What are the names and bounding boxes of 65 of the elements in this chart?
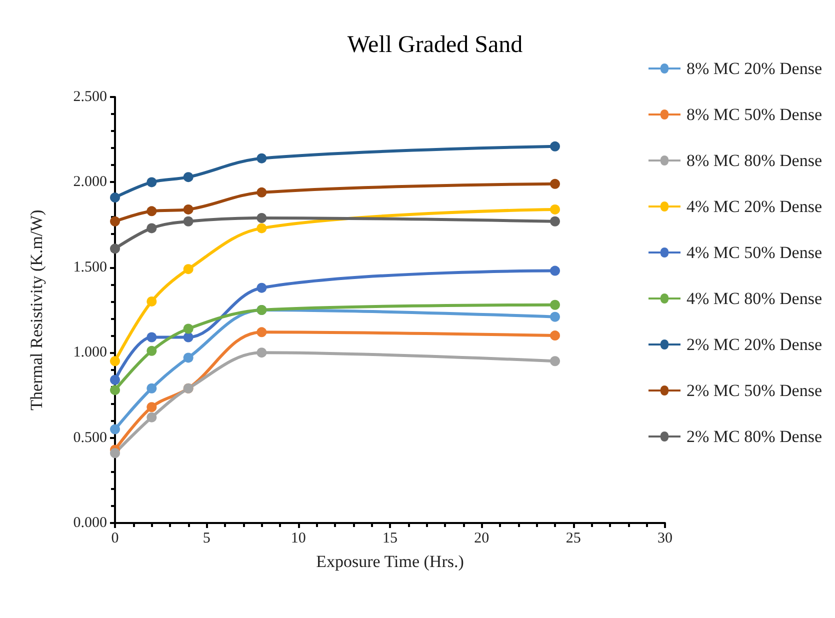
x-tick-label: 20 — [474, 530, 490, 546]
point — [146, 223, 157, 234]
point — [110, 448, 120, 458]
point — [110, 244, 120, 254]
point — [146, 383, 157, 394]
y-tick-label: 1.500 — [73, 259, 107, 276]
y-tick-label: 2.500 — [73, 89, 107, 105]
point — [550, 356, 560, 366]
point — [110, 192, 120, 203]
point — [550, 216, 560, 226]
point — [110, 356, 120, 366]
point — [146, 206, 157, 216]
y-tick-label: 2.000 — [73, 174, 107, 190]
point — [256, 348, 267, 358]
legend-label: 8% MC 20% Dense — [686, 59, 822, 78]
point — [110, 374, 120, 385]
point — [256, 153, 267, 164]
point — [550, 312, 560, 322]
point — [256, 212, 267, 223]
point — [256, 187, 267, 198]
x-tick-label: 0 — [111, 530, 119, 546]
point — [146, 332, 157, 342]
y-tick-label: 0.500 — [73, 430, 107, 446]
point — [146, 412, 157, 422]
legend-label: 4% MC 20% Dense — [686, 197, 822, 216]
point — [550, 141, 560, 152]
point — [146, 402, 157, 412]
point — [550, 300, 560, 310]
point — [146, 296, 157, 306]
point — [183, 324, 194, 334]
x-axis-title: Exposure Time (Hrs.) — [316, 552, 464, 571]
point — [110, 216, 120, 226]
y-axis-title: Thermal Resistivity (K.m/W) — [27, 210, 46, 410]
legend-label: 4% MC 80% Dense — [686, 289, 822, 308]
legend-label: 2% MC 80% Dense — [686, 427, 822, 446]
point — [146, 346, 157, 356]
x-tick-label: 30 — [658, 530, 672, 546]
point — [110, 424, 120, 434]
x-tick-label: 5 — [202, 530, 210, 546]
point — [183, 204, 194, 214]
point — [550, 266, 560, 276]
point — [183, 332, 194, 342]
chart-title: Well Graded Sand — [347, 32, 523, 58]
point — [256, 327, 267, 338]
y-tick-label: 1.000 — [73, 344, 107, 361]
legend-label: 4% MC 50% Dense — [686, 243, 822, 262]
point — [146, 177, 157, 188]
y-tick-label: 0.000 — [73, 515, 107, 531]
legend-label: 8% MC 80% Dense — [686, 151, 822, 170]
point — [550, 204, 560, 214]
point — [183, 352, 194, 363]
point — [256, 282, 267, 293]
point — [183, 264, 194, 274]
point — [550, 178, 560, 189]
point — [183, 172, 194, 182]
legend-label: 2% MC 20% Dense — [686, 335, 822, 354]
point — [110, 385, 120, 396]
point — [550, 330, 560, 341]
legend-label: 2% MC 50% Dense — [686, 381, 822, 400]
point — [183, 216, 194, 226]
x-tick-label: 15 — [382, 530, 398, 546]
legend-label: 8% MC 50% Dense — [686, 105, 822, 124]
x-tick-label: 25 — [566, 530, 581, 546]
x-tick-label: 10 — [290, 530, 306, 546]
point — [256, 223, 267, 234]
